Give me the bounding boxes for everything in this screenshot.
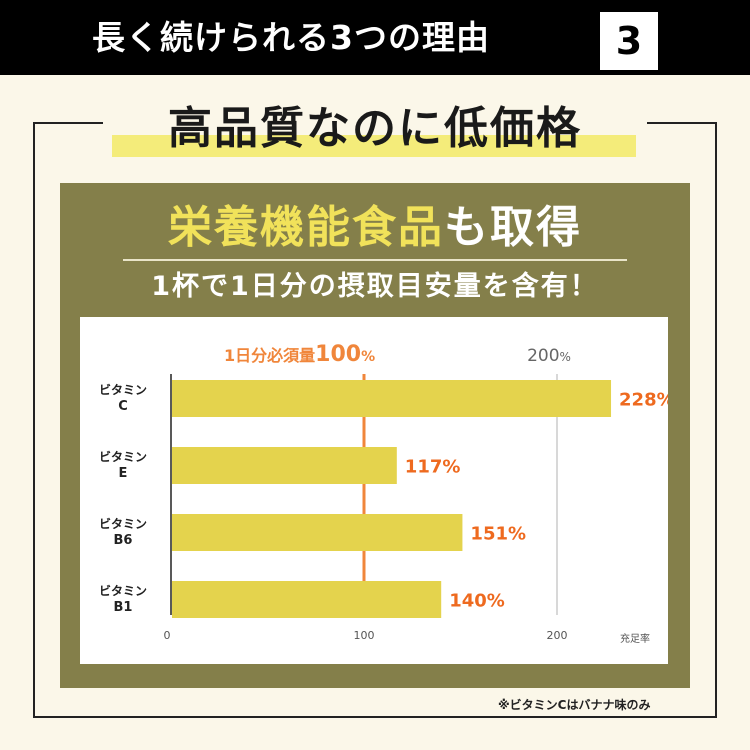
footnote: ※ビタミンCはバナナ味のみ [498,698,651,712]
bar-E [172,447,397,484]
category-label-line2: C [118,399,128,414]
certification-rest: も取得 [444,202,582,253]
bar-C [172,380,612,417]
banner-number: 3 [600,12,658,70]
vitamin-bar-chart: 228% ビタミン C 117% ビタミン E 151% ビタミン B6 140% ビタミン B1 0 1… [99,342,668,645]
category-label-line1: ビタミン [99,382,147,397]
x-tick-200: 200 [547,629,568,642]
divider [123,259,627,261]
bar-B1 [172,581,442,618]
category-label-line2: B1 [114,600,133,615]
x-tick-100: 100 [354,629,375,642]
banner-title: 長く続けられる3つの理由 [92,18,490,57]
category-label-line2: B6 [114,533,133,548]
section-heading: 高品質なのに低価格 [168,103,582,154]
reference-label-value: 100 [315,342,361,367]
intake-statement: 1杯で1日分の摂取目安量を含有！ [151,271,599,302]
value-label-E: 117% [405,457,461,478]
reference-label-200-unit: % [560,350,571,364]
x-axis-label: 充足率 [620,632,650,645]
certification-highlight: 栄養機能食品 [168,202,444,253]
bar-B6 [172,514,463,551]
top-banner: 長く続けられる3つの理由 3 [0,0,750,75]
value-label-B1: 140% [449,591,505,612]
reference-label-200: 200% [527,346,571,366]
reference-label-text: 1日分必須量 [224,346,315,365]
chart-panel: 228% ビタミン C 117% ビタミン E 151% ビタミン B6 140% ビタミン B1 0 1… [80,317,668,664]
certification-title: 栄養機能食品も取得 [60,196,690,260]
value-label-C: 228% [619,390,668,411]
reference-label-100: 1日分必須量100% [224,342,375,367]
category-label-line1: ビタミン [99,583,147,598]
value-label-B6: 151% [470,524,526,545]
category-label-line1: ビタミン [99,516,147,531]
category-label-line2: E [119,466,128,481]
reference-label-unit: % [361,349,375,365]
heading-highlight [112,135,636,157]
category-label-line1: ビタミン [99,449,147,464]
x-tick-0: 0 [164,629,171,642]
reference-label-200-value: 200 [527,346,559,366]
